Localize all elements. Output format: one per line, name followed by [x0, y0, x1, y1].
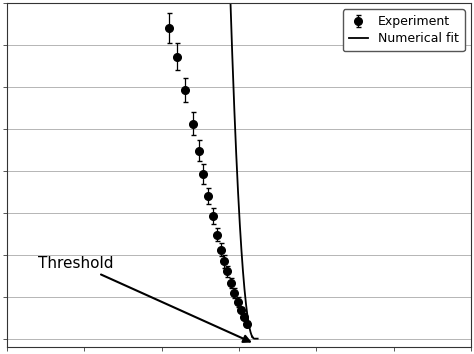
Text: Threshold: Threshold: [38, 256, 250, 342]
Legend: Experiment, Numerical fit: Experiment, Numerical fit: [343, 9, 465, 51]
Numerical fit: [252, 337, 257, 341]
Numerical fit: [255, 337, 260, 341]
Numerical fit: [255, 337, 261, 341]
Numerical fit: [253, 337, 259, 341]
Line: Numerical fit: Numerical fit: [162, 0, 258, 339]
